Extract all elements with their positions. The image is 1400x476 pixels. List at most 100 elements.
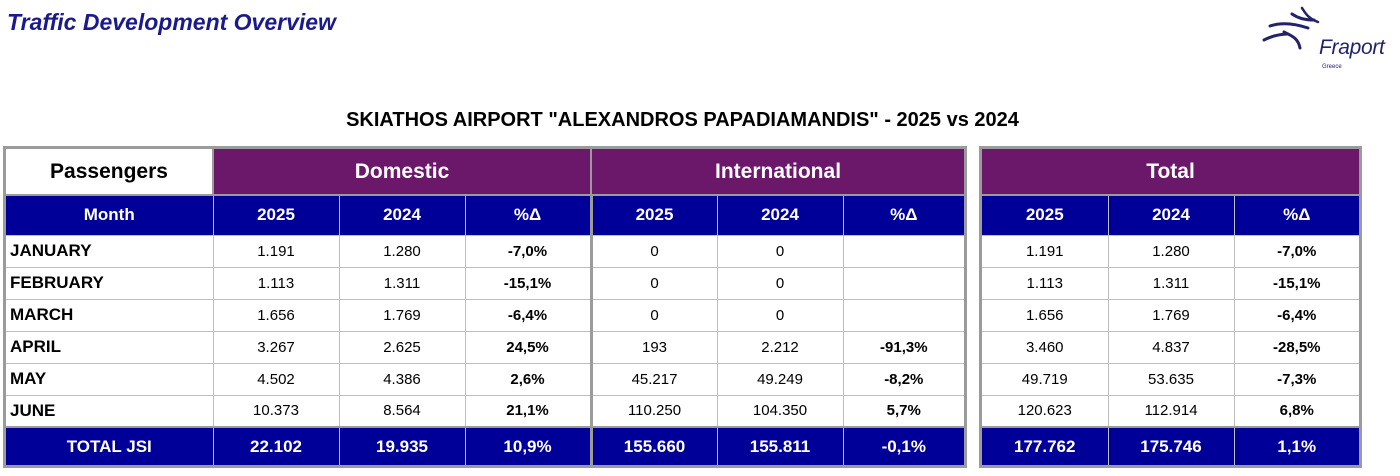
- value-cell: 1.311: [1108, 266, 1235, 299]
- fraport-logo: Fraport Greece: [1262, 6, 1398, 72]
- value-cell: 112.914: [1108, 394, 1235, 427]
- value-cell: -8,2%: [843, 362, 965, 395]
- report-title: SKIATHOS AIRPORT "ALEXANDROS PAPADIAMAND…: [346, 109, 1019, 131]
- table-row: MARCH 1.656 1.769 -6,4% 0 0: [6, 298, 965, 331]
- value-cell: 5,7%: [843, 394, 965, 427]
- col-header: %Δ: [1234, 194, 1359, 235]
- group-total: Total: [982, 149, 1359, 195]
- month-cell: MARCH: [6, 298, 214, 331]
- table-row: JUNE 10.373 8.564 21,1% 110.250 104.350 5,7%: [6, 394, 965, 427]
- value-cell: 1.280: [339, 234, 466, 267]
- value-cell: 53.635: [1108, 362, 1235, 395]
- table-row: 3.460 4.837 -28,5%: [982, 330, 1359, 363]
- table-row: 1.191 1.280 -7,0%: [982, 234, 1359, 267]
- value-cell: 4.502: [213, 362, 340, 395]
- total-cell: 155.660: [591, 426, 718, 465]
- value-cell: [843, 234, 965, 267]
- table-row: FEBRUARY 1.113 1.311 -15,1% 0 0: [6, 266, 965, 299]
- total-cell: 1,1%: [1234, 426, 1359, 465]
- col-header: 2025: [591, 194, 718, 235]
- value-cell: 3.267: [213, 330, 340, 363]
- value-cell: 0: [591, 234, 718, 267]
- value-cell: 104.350: [717, 394, 844, 427]
- value-cell: [843, 298, 965, 331]
- value-cell: 1.191: [213, 234, 340, 267]
- value-cell: 0: [591, 298, 718, 331]
- table-row: 49.719 53.635 -7,3%: [982, 362, 1359, 395]
- month-cell: MAY: [6, 362, 214, 395]
- value-cell: 120.623: [982, 394, 1109, 427]
- col-header: 2024: [1108, 194, 1235, 235]
- logo-subtext: Greece: [1322, 64, 1342, 70]
- value-cell: 4.386: [339, 362, 466, 395]
- value-cell: 2.625: [339, 330, 466, 363]
- value-cell: 2,6%: [465, 362, 593, 395]
- total-cell: 177.762: [982, 426, 1109, 465]
- value-cell: 3.460: [982, 330, 1109, 363]
- value-cell: 10.373: [213, 394, 340, 427]
- value-cell: 110.250: [591, 394, 718, 427]
- col-header: 2025: [982, 194, 1109, 235]
- value-cell: -7,0%: [1234, 234, 1359, 267]
- total-table: Total 2025 2024 %Δ 1.191 1.280 -7,0% 1.113 1…: [979, 146, 1362, 468]
- domestic-international-table: Passengers Domestic International Month …: [3, 146, 967, 468]
- group-international: International: [591, 149, 965, 195]
- col-header: 2025: [213, 194, 340, 235]
- value-cell: -7,0%: [465, 234, 593, 267]
- value-cell: -91,3%: [843, 330, 965, 363]
- value-cell: 1.311: [339, 266, 466, 299]
- table-row: 1.656 1.769 -6,4%: [982, 298, 1359, 331]
- month-cell: JANUARY: [6, 234, 214, 267]
- table-row: MAY 4.502 4.386 2,6% 45.217 49.249 -8,2%: [6, 362, 965, 395]
- value-cell: 0: [717, 266, 844, 299]
- value-cell: 4.837: [1108, 330, 1235, 363]
- value-cell: 1.656: [982, 298, 1109, 331]
- col-header: 2024: [717, 194, 844, 235]
- value-cell: 1.769: [339, 298, 466, 331]
- group-domestic: Domestic: [213, 149, 593, 195]
- table-row: APRIL 3.267 2.625 24,5% 193 2.212 -91,3%: [6, 330, 965, 363]
- table-row: 120.623 112.914 6,8%: [982, 394, 1359, 427]
- value-cell: 1.113: [982, 266, 1109, 299]
- value-cell: 1.769: [1108, 298, 1235, 331]
- table-row: 1.113 1.311 -15,1%: [982, 266, 1359, 299]
- col-header: 2024: [339, 194, 466, 235]
- value-cell: [843, 266, 965, 299]
- total-cell: 19.935: [339, 426, 466, 465]
- value-cell: -15,1%: [1234, 266, 1359, 299]
- value-cell: -6,4%: [465, 298, 593, 331]
- value-cell: 1.191: [982, 234, 1109, 267]
- value-cell: 0: [591, 266, 718, 299]
- value-cell: 45.217: [591, 362, 718, 395]
- total-label: TOTAL JSI: [6, 426, 214, 465]
- value-cell: 24,5%: [465, 330, 593, 363]
- total-cell: 155.811: [717, 426, 844, 465]
- logo-text: Fraport: [1319, 36, 1385, 59]
- month-cell: FEBRUARY: [6, 266, 214, 299]
- value-cell: -6,4%: [1234, 298, 1359, 331]
- fraport-star-icon: [1262, 6, 1320, 50]
- page-title: Traffic Development Overview: [7, 9, 336, 35]
- value-cell: 1.656: [213, 298, 340, 331]
- value-cell: -7,3%: [1234, 362, 1359, 395]
- month-cell: APRIL: [6, 330, 214, 363]
- col-header: %Δ: [465, 194, 593, 235]
- passengers-label: Passengers: [6, 149, 214, 195]
- value-cell: 1.113: [213, 266, 340, 299]
- value-cell: 21,1%: [465, 394, 593, 427]
- total-cell: 10,9%: [465, 426, 593, 465]
- value-cell: 1.280: [1108, 234, 1235, 267]
- value-cell: 49.249: [717, 362, 844, 395]
- value-cell: 6,8%: [1234, 394, 1359, 427]
- value-cell: 0: [717, 298, 844, 331]
- value-cell: 2.212: [717, 330, 844, 363]
- table-row: JANUARY 1.191 1.280 -7,0% 0 0: [6, 234, 965, 267]
- value-cell: 0: [717, 234, 844, 267]
- month-cell: JUNE: [6, 394, 214, 427]
- value-cell: -15,1%: [465, 266, 593, 299]
- total-cell: -0,1%: [843, 426, 965, 465]
- value-cell: -28,5%: [1234, 330, 1359, 363]
- total-cell: 175.746: [1108, 426, 1235, 465]
- value-cell: 49.719: [982, 362, 1109, 395]
- value-cell: 8.564: [339, 394, 466, 427]
